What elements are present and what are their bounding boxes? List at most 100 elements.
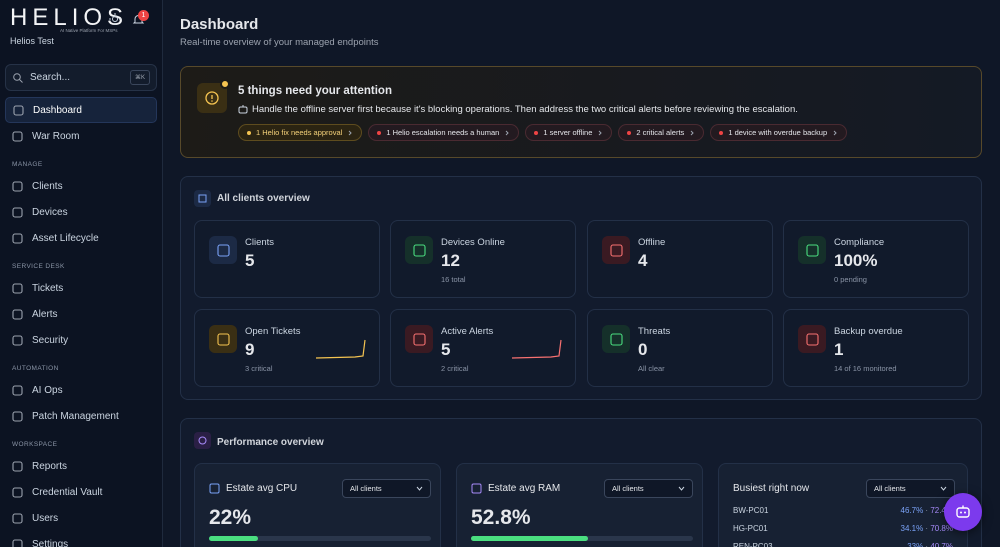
stat-sub: 3 critical <box>245 364 273 373</box>
attention-chip[interactable]: 1 Helio escalation needs a human <box>368 124 520 141</box>
metric-title: Estate avg CPU <box>226 483 298 494</box>
sparkline <box>511 339 562 359</box>
cpu-usage: 33% <box>907 542 924 547</box>
stat-icon <box>209 325 237 353</box>
stat-card: Offline 4 <box>587 220 773 298</box>
nav-label: Settings <box>32 538 69 547</box>
nav-item[interactable]: Patch Management <box>5 403 157 429</box>
performance-heading: Performance overview <box>217 437 324 448</box>
attention-title: 5 things need your attention <box>238 85 392 97</box>
icon <box>609 332 623 346</box>
icon <box>12 334 23 346</box>
nav-item[interactable]: Clients <box>5 173 157 199</box>
nav-item[interactable]: Credential Vault <box>5 479 157 505</box>
metric-track <box>209 536 431 541</box>
nav-item[interactable]: AI Ops <box>5 377 157 403</box>
nav-label: Devices <box>32 206 68 218</box>
attention-card: 5 things need your attention Handle the … <box>180 66 982 158</box>
search-placeholder: Search... <box>30 72 71 83</box>
theme-toggle[interactable] <box>109 13 121 25</box>
stat-card: Open Tickets 9 3 critical <box>194 309 380 387</box>
chevron <box>416 486 423 491</box>
nav-item[interactable]: Alerts <box>5 301 157 327</box>
nav-item[interactable]: Dashboard <box>5 97 157 123</box>
stat-card: Compliance 100% 0 pending <box>783 220 969 298</box>
ram-usage: 40.7% <box>930 542 953 547</box>
icon <box>12 384 23 396</box>
metric-icon <box>209 483 220 494</box>
metric-value: 22% <box>209 506 252 529</box>
cpu-usage: 46.7% <box>900 506 924 515</box>
stat-label: Offline <box>638 237 666 248</box>
icon <box>609 243 623 257</box>
stat-value: 9 <box>245 340 255 359</box>
metric-fill <box>209 536 258 541</box>
stat-label: Open Tickets <box>245 326 301 337</box>
metric-title: Estate avg RAM <box>488 483 561 494</box>
nav-label: Asset Lifecycle <box>32 232 99 244</box>
icon <box>216 243 230 257</box>
filter-select[interactable]: All clients <box>866 479 955 498</box>
icon <box>12 130 23 142</box>
chip-label: 1 server offline <box>543 128 593 137</box>
stat-card: Backup overdue 1 14 of 16 monitored <box>783 309 969 387</box>
stat-icon <box>405 236 433 264</box>
metric-fill <box>471 536 589 541</box>
attention-message: Handle the offline server first because … <box>252 104 798 115</box>
nav-item[interactable]: Tickets <box>5 275 157 301</box>
attention-dot <box>220 79 230 89</box>
attention-chip[interactable]: 1 Helio fix needs approval <box>238 124 363 141</box>
chevron <box>678 486 685 491</box>
stat-label: Active Alerts <box>441 326 494 337</box>
chip-label: 1 device with overdue backup <box>728 128 828 137</box>
chip-dot <box>377 130 382 135</box>
nav-label: Security <box>32 334 69 346</box>
attention-chip[interactable]: 2 critical alerts <box>618 124 705 141</box>
nav-item[interactable]: Users <box>5 505 157 531</box>
notification-badge: 1 <box>138 10 149 21</box>
stat-label: Backup overdue <box>834 326 903 337</box>
icon <box>12 512 23 524</box>
search[interactable]: Search... ⌘K <box>5 64 157 91</box>
filter-select[interactable]: All clients <box>342 479 431 498</box>
icon <box>12 308 23 320</box>
page-subtitle: Real-time overview of your managed endpo… <box>180 37 379 48</box>
stat-card: Clients 5 <box>194 220 380 298</box>
filter-select[interactable]: All clients <box>604 479 693 498</box>
nav-item[interactable]: Asset Lifecycle <box>5 225 157 251</box>
icon <box>412 332 426 346</box>
chip-dot <box>534 130 539 135</box>
nav-item[interactable]: Security <box>5 327 157 353</box>
nav-item[interactable]: Reports <box>5 453 157 479</box>
chip-dot <box>627 130 632 135</box>
icon <box>12 206 23 218</box>
device-usage: 33% · 40.7% <box>907 542 953 547</box>
nav-label: Alerts <box>32 308 58 320</box>
sparkline <box>315 339 366 359</box>
nav-item[interactable]: Settings <box>5 531 157 547</box>
icon <box>12 282 23 294</box>
nav-label: Reports <box>32 460 68 472</box>
attention-chip[interactable]: 1 device with overdue backup <box>710 124 848 141</box>
stat-value: 5 <box>245 251 255 270</box>
metric-panel: Estate avg RAM All clients 52.8% <box>456 463 703 547</box>
assistant-button[interactable] <box>944 493 982 531</box>
stat-icon <box>405 325 433 353</box>
chip-arrow <box>505 130 510 135</box>
overview-heading: All clients overview <box>217 193 310 204</box>
nav-item[interactable]: War Room <box>5 123 157 149</box>
chip-dot <box>247 130 251 135</box>
chip-label: 2 critical alerts <box>636 128 685 137</box>
icon <box>12 410 23 422</box>
stat-label: Threats <box>638 326 671 337</box>
attention-chip[interactable]: 1 server offline <box>525 124 613 141</box>
stat-sub: 14 of 16 monitored <box>834 364 897 373</box>
device-name: BW-PC01 <box>733 506 769 515</box>
stat-card: Threats 0 All clear <box>587 309 773 387</box>
sidebar: HELIOS AI Native Platform For MSPs Helio… <box>0 0 163 547</box>
nav-item[interactable]: Devices <box>5 199 157 225</box>
nav-label: Clients <box>32 180 63 192</box>
nav-label: Dashboard <box>33 104 82 116</box>
separator: · <box>923 542 931 547</box>
metric-icon <box>471 483 482 494</box>
